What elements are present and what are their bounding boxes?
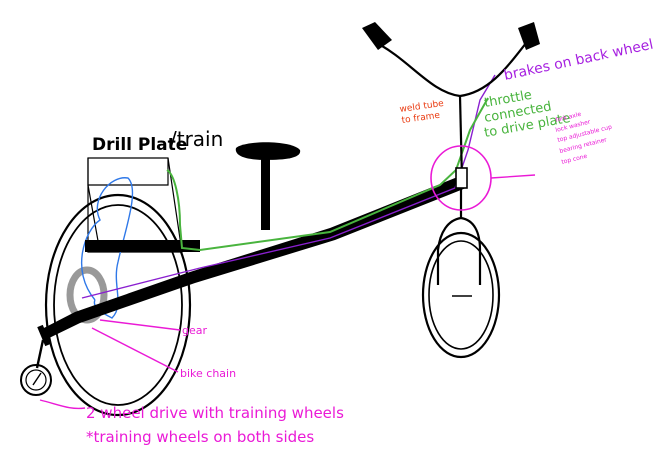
blue-chain-loop (80, 177, 134, 319)
fork-part-5: top cone (561, 153, 588, 166)
gear-label: gear (182, 324, 207, 337)
rear-wheel (44, 193, 192, 417)
seat (235, 142, 301, 230)
bike-chain-label: bike chain (180, 367, 236, 380)
fork-head (455, 167, 468, 189)
train-label: /train (170, 127, 223, 151)
fork-parts-list: fork axle lock washer top adjustable cup… (555, 111, 613, 166)
green-throttle-cable (166, 97, 489, 252)
drive-pointer-line (39, 399, 86, 410)
front-fork (436, 188, 482, 285)
handlebar (362, 22, 540, 181)
drill-plate-box (87, 157, 183, 253)
purple-wire (81, 74, 496, 299)
training-wheel (20, 364, 52, 396)
frame (35, 176, 466, 369)
gear-pointer-line (99, 319, 181, 331)
drill-plate-label: Drill Plate (92, 135, 187, 155)
drive-note-line2: *training wheels on both sides (86, 428, 314, 446)
fork-pointer-line (490, 174, 536, 179)
drive-note-line1: 2 wheel drive with training wheels (86, 404, 344, 422)
chain-pointer-line (91, 327, 179, 373)
front-wheel (421, 231, 501, 359)
